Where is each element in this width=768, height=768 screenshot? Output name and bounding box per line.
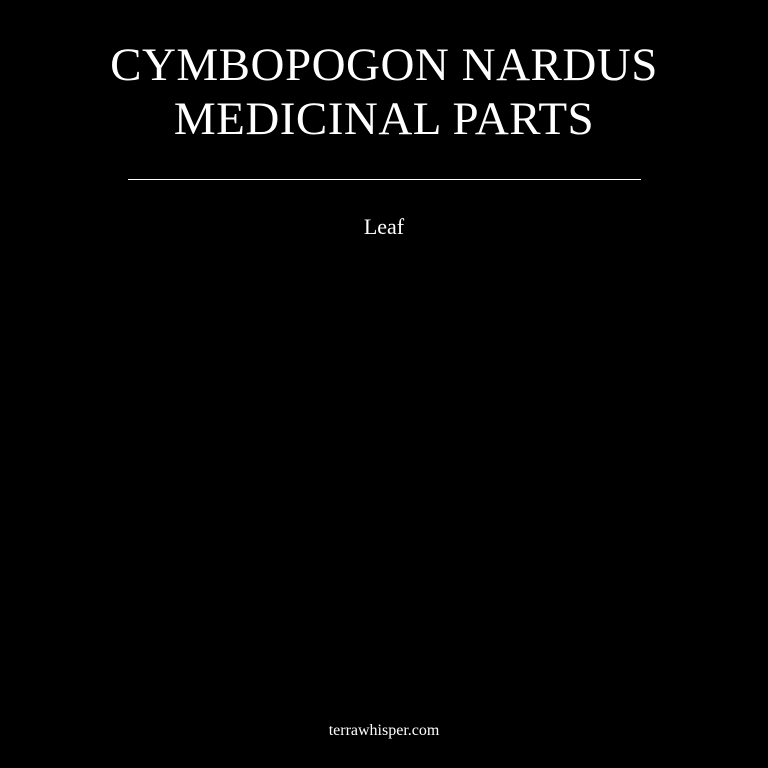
footer-site-label: terrawhisper.com [328,722,440,739]
title-line-1: CYMBOPOGON NARDUS [110,39,658,91]
title-line-2: MEDICINAL PARTS [173,93,595,145]
title-divider [128,179,641,180]
medicinal-parts-list: Leaf [0,212,768,242]
page-title: CYMBOPOGON NARDUS MEDICINAL PARTS [0,38,768,146]
list-item: Leaf [363,214,405,239]
